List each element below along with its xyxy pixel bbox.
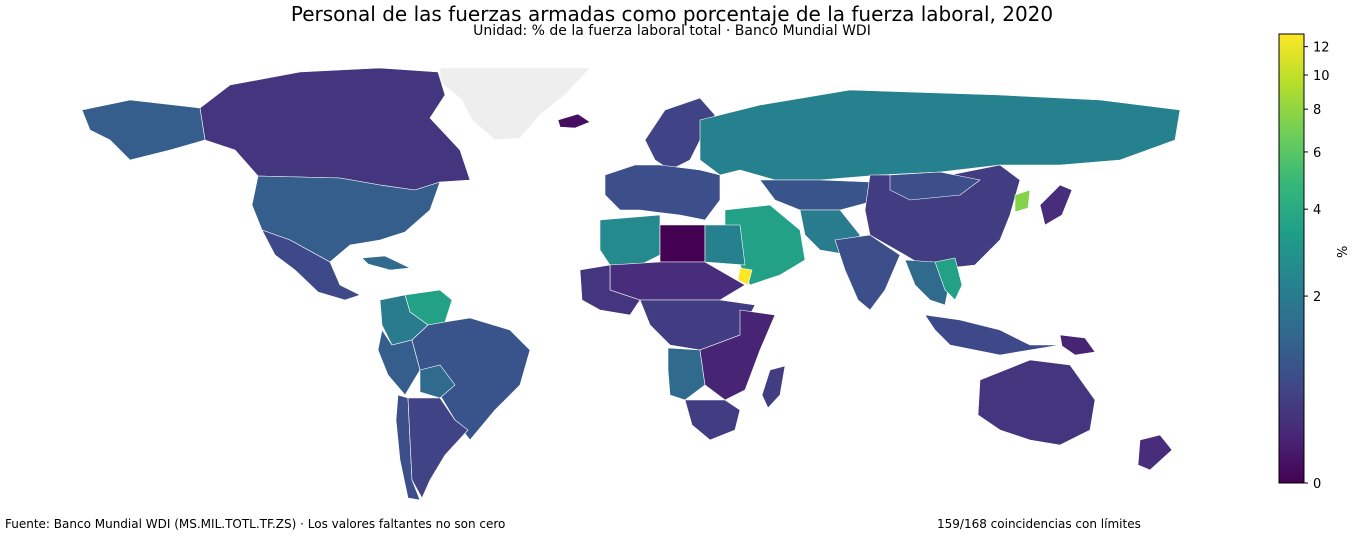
colorbar-tick-label: 12 [1313,41,1330,56]
region--frica-occidental [579,264,641,316]
region-vietnam [934,257,963,301]
source-note: Fuente: Banco Mundial WDI (MS.MIL.TOTL.T… [5,517,506,531]
region-islandia [557,113,591,129]
region-alaska [81,99,206,161]
colorbar-label: % [1336,245,1351,258]
region-eritrea [737,267,753,286]
region-m-xico [261,229,361,301]
region-sahel [609,261,746,301]
region-libia [659,224,706,263]
region-per- [377,329,421,396]
colorbar-tick-label: 2 [1313,290,1321,305]
region-australia [977,359,1096,446]
page-subtitle: Unidad: % de la fuerza laboral total · B… [473,23,871,39]
region-angola [667,347,706,401]
colorbar: 0 2 4 6 8 10 12 [1278,33,1330,492]
page-title: Personal de las fuerzas armadas como por… [290,2,1054,26]
region-sud-frica [684,399,741,441]
map-regions [81,67,1181,501]
region-argentina [407,397,469,499]
region-indonesia [924,314,1061,356]
region-europa-occidental [604,164,721,221]
region-madagascar [761,365,786,409]
colorbar-bar [1278,33,1305,484]
colorbar-tick-label: 0 [1313,477,1321,492]
region-mongolia [889,171,981,201]
region-cuba [361,255,412,271]
region-corea-del-norte [1014,189,1031,213]
colorbar-tick-label: 8 [1313,103,1321,118]
region-kazajist-n [759,179,871,211]
region-pap-a-nueva-guinea [1059,334,1096,356]
region-india [834,234,901,311]
region-groenlandia [439,67,591,141]
match-count: 159/168 coincidencias con límites [937,517,1141,531]
region-jap-n [1039,184,1073,226]
region-argelia [599,214,661,266]
region-egipto [704,224,746,266]
region-rusia [699,89,1181,181]
region-canad- [199,67,471,191]
region-nueva-zelanda [1137,434,1173,471]
colorbar-tick-label: 6 [1313,146,1321,161]
colorbar-tick-label: 10 [1313,69,1330,84]
colorbar-tick-label: 4 [1313,203,1321,218]
region-bolivia [419,364,456,399]
